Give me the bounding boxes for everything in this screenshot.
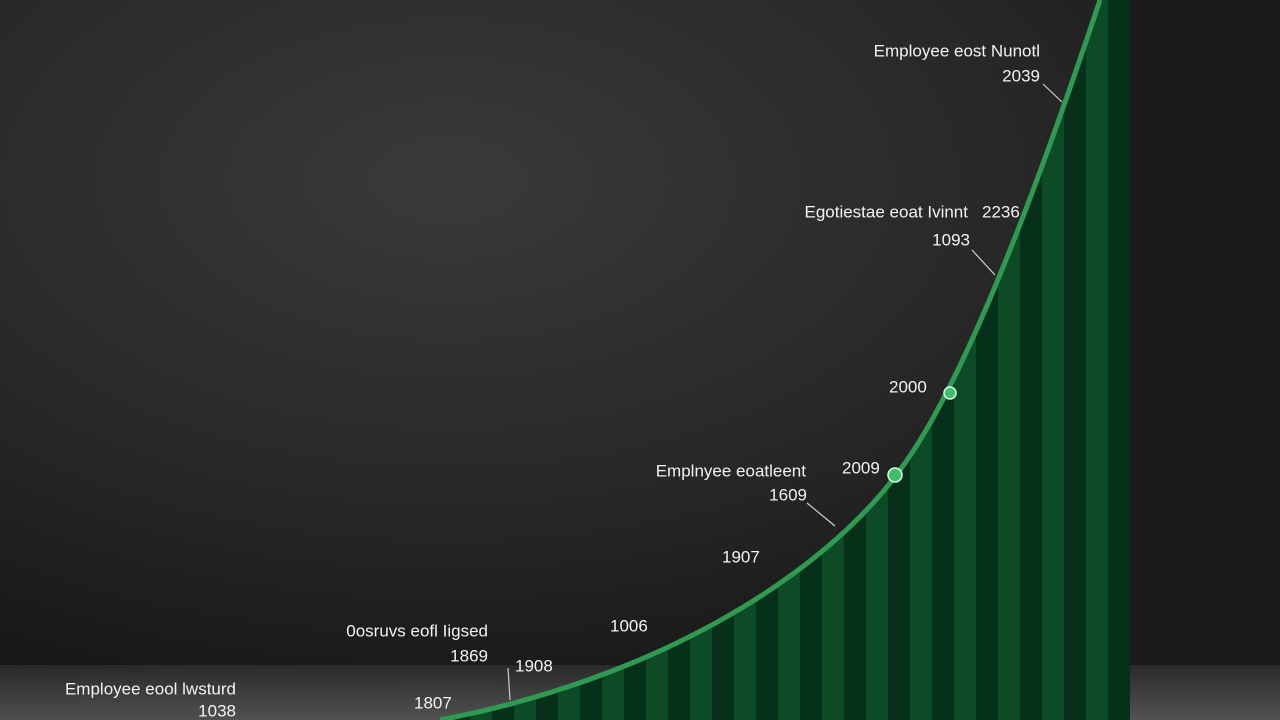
annotation-sub: 1908: [515, 656, 553, 675]
annotation-value: 1038: [198, 701, 236, 720]
annotation-label: Emplnyee eoatleent: [656, 461, 807, 480]
annotation-label: 0osruvs eofl Iigsed: [346, 621, 488, 640]
annotation-value: 1869: [450, 646, 488, 665]
annotation-value: 2039: [1002, 66, 1040, 85]
annotation-value: 1807: [414, 693, 452, 712]
annotation-label: Employee eost Nunotl: [874, 41, 1040, 60]
point: [887, 467, 903, 483]
annotation-sub: 1609: [769, 485, 807, 504]
annotation-value: 1907: [722, 547, 760, 566]
annotation-value: 2009: [842, 458, 880, 477]
annotation-label: Egotiestae eoat Ivinnt: [804, 202, 968, 221]
annotation-sub: 1093: [932, 230, 970, 249]
annotation-value: 2000: [889, 377, 927, 396]
point: [943, 386, 957, 400]
annotation-label: Employee eool lwsturd: [65, 679, 236, 698]
annotation-value: 1006: [610, 616, 648, 635]
annotation-value: 2236: [982, 202, 1020, 221]
side-panel: [1130, 0, 1280, 720]
leader-lines: [507, 83, 1063, 701]
